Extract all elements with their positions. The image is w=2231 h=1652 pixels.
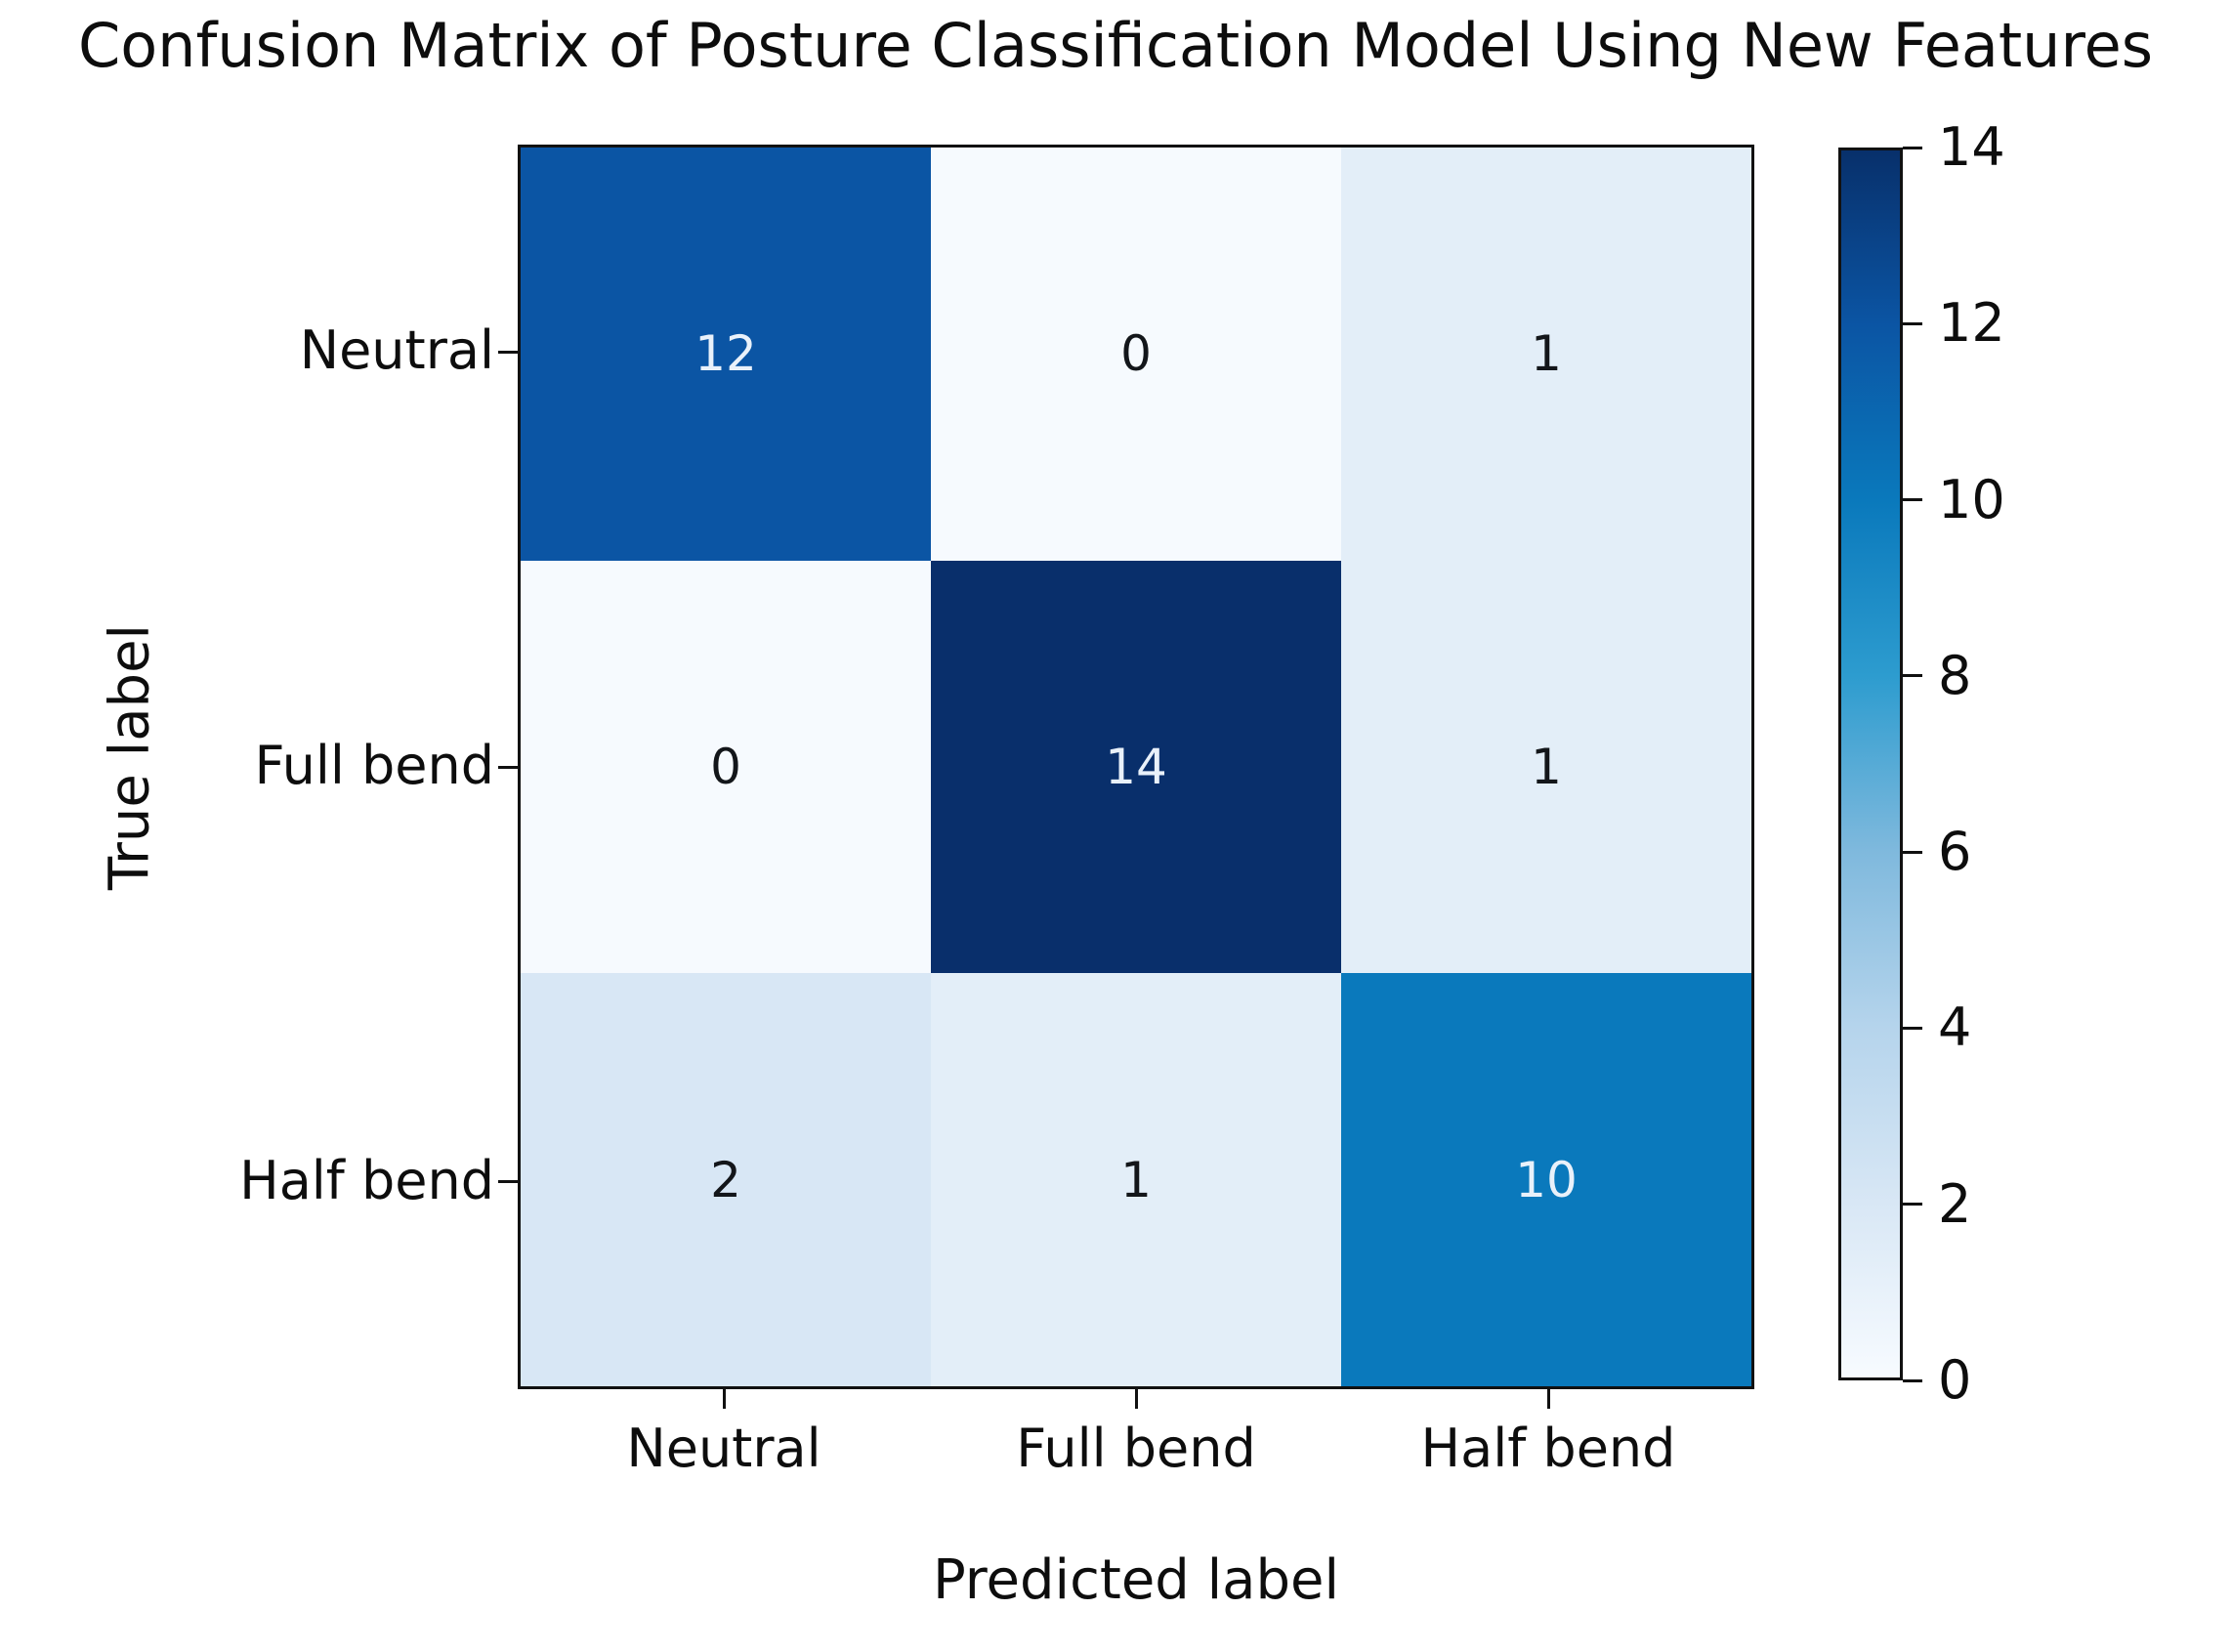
colorbar-tick-label-14: 14	[1938, 116, 2005, 178]
colorbar-tick-label-12: 12	[1938, 292, 2005, 355]
chart-title: Confusion Matrix of Posture Classificati…	[77, 10, 2154, 81]
colorbar-tick-label-10: 10	[1938, 468, 2005, 530]
matrix-cell-r0c0: 12	[521, 148, 931, 561]
cell-value: 2	[710, 1151, 741, 1208]
colorbar-tick-label-4: 4	[1938, 996, 1972, 1059]
col-label-full-bend: Full bend	[1016, 1418, 1256, 1479]
matrix-cell-r2c0: 2	[521, 973, 931, 1386]
matrix-cell-r1c0: 0	[521, 560, 931, 974]
colorbar-tick	[1903, 850, 1922, 854]
x-tick	[1546, 1389, 1550, 1409]
cell-value: 14	[1105, 738, 1167, 795]
matrix-cell-r0c1: 0	[931, 148, 1341, 561]
cell-value: 12	[695, 325, 757, 383]
row-label-half-bend: Half bend	[239, 1149, 494, 1211]
colorbar-tick	[1903, 146, 1922, 149]
y-tick	[498, 350, 518, 354]
cell-value: 0	[710, 738, 741, 795]
colorbar-tick-label-0: 0	[1938, 1349, 1972, 1411]
col-label-neutral: Neutral	[626, 1418, 821, 1479]
colorbar-tick	[1903, 1026, 1922, 1030]
row-label-full-bend: Full bend	[254, 734, 494, 796]
matrix-cell-r1c1: 14	[931, 560, 1341, 974]
cell-value: 1	[1531, 325, 1562, 383]
matrix-cell-r1c2: 1	[1341, 560, 1751, 974]
y-tick	[498, 1180, 518, 1184]
colorbar-tick-label-2: 2	[1938, 1172, 1972, 1235]
col-label-half-bend: Half bend	[1420, 1418, 1676, 1479]
cell-value: 1	[1531, 738, 1562, 795]
heatmap-grid: 12 0 1 0 14 1 2 1 10	[518, 145, 1754, 1389]
colorbar-tick	[1903, 674, 1922, 678]
cell-value: 1	[1120, 1151, 1152, 1208]
x-tick	[722, 1389, 726, 1409]
colorbar-tick	[1903, 498, 1922, 502]
x-tick	[1134, 1389, 1138, 1409]
matrix-cell-r2c2: 10	[1341, 973, 1751, 1386]
colorbar	[1838, 148, 1903, 1380]
x-axis-title: Predicted label	[932, 1548, 1340, 1612]
matrix-cell-r0c2: 1	[1341, 148, 1751, 561]
colorbar-tick-label-8: 8	[1938, 644, 1972, 706]
cell-value: 10	[1515, 1151, 1578, 1208]
colorbar-tick	[1903, 1378, 1922, 1382]
colorbar-tick-label-6: 6	[1938, 821, 1972, 883]
cell-value: 0	[1120, 325, 1152, 383]
y-tick	[498, 765, 518, 769]
colorbar-tick	[1903, 321, 1922, 325]
row-label-neutral: Neutral	[299, 319, 494, 382]
matrix-cell-r2c1: 1	[931, 973, 1341, 1386]
colorbar-tick	[1903, 1203, 1922, 1207]
